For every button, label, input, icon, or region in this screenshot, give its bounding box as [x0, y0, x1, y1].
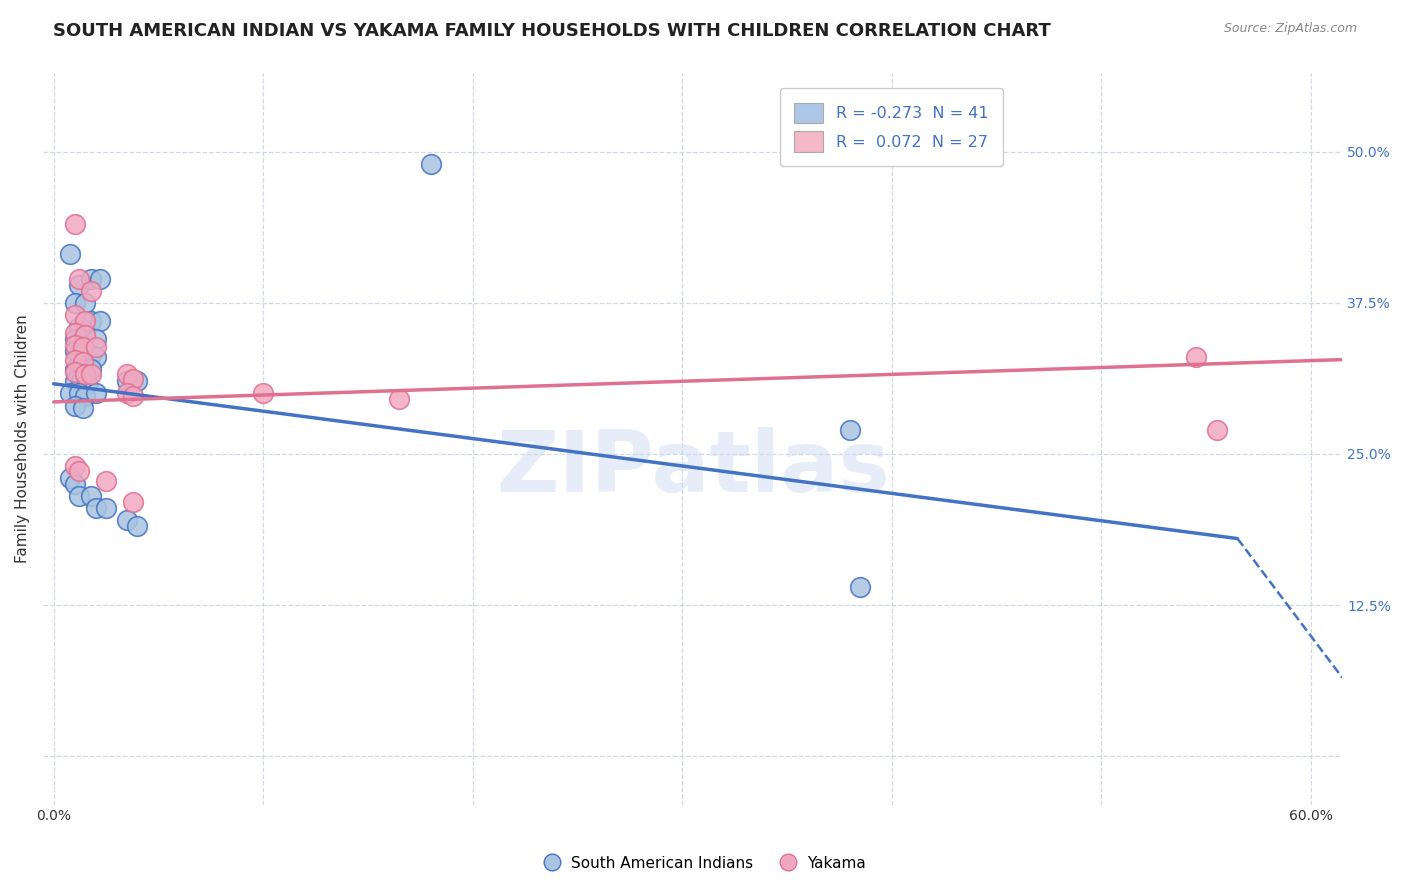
- Point: [1205, 423, 1227, 437]
- Point: [84, 341, 107, 355]
- Point: [1184, 350, 1206, 364]
- Point: [80, 271, 103, 285]
- Point: [89, 314, 111, 328]
- Point: [84, 501, 107, 516]
- Point: [75, 328, 97, 343]
- Point: [63, 375, 86, 389]
- Point: [80, 489, 103, 503]
- Point: [115, 386, 138, 401]
- Point: [63, 344, 86, 359]
- Point: [94, 501, 117, 516]
- Y-axis label: Family Households with Children: Family Households with Children: [15, 314, 30, 563]
- Point: [63, 295, 86, 310]
- Point: [388, 392, 411, 407]
- Point: [63, 332, 86, 346]
- Point: [63, 217, 86, 231]
- Point: [84, 350, 107, 364]
- Point: [72, 362, 94, 376]
- Point: [59, 471, 82, 485]
- Point: [72, 401, 94, 415]
- Point: [80, 362, 103, 376]
- Point: [80, 284, 103, 298]
- Point: [122, 495, 145, 509]
- Point: [67, 489, 90, 503]
- Point: [70, 375, 93, 389]
- Point: [67, 464, 90, 478]
- Text: SOUTH AMERICAN INDIAN VS YAKAMA FAMILY HOUSEHOLDS WITH CHILDREN CORRELATION CHAR: SOUTH AMERICAN INDIAN VS YAKAMA FAMILY H…: [53, 22, 1052, 40]
- Point: [94, 474, 117, 488]
- Point: [84, 386, 107, 401]
- Point: [63, 326, 86, 340]
- Point: [849, 580, 872, 594]
- Point: [72, 341, 94, 355]
- Point: [63, 308, 86, 322]
- Point: [80, 314, 103, 328]
- Point: [80, 348, 103, 362]
- Point: [59, 247, 82, 261]
- Point: [67, 320, 90, 334]
- Point: [75, 295, 97, 310]
- Point: [59, 386, 82, 401]
- Point: [63, 399, 86, 413]
- Point: [115, 367, 138, 381]
- Point: [63, 365, 86, 379]
- Point: [115, 513, 138, 527]
- Point: [63, 362, 86, 376]
- Point: [84, 332, 107, 346]
- Point: [75, 367, 97, 381]
- Point: [75, 314, 97, 328]
- Point: [127, 375, 149, 389]
- Point: [63, 458, 86, 473]
- Point: [63, 338, 86, 352]
- Point: [115, 375, 138, 389]
- Point: [127, 519, 149, 533]
- Point: [67, 386, 90, 401]
- Point: [76, 376, 98, 391]
- Point: [419, 156, 441, 170]
- Point: [122, 389, 145, 403]
- Point: [252, 386, 274, 401]
- Point: [75, 328, 97, 343]
- Point: [67, 271, 90, 285]
- Legend: South American Indians, Yakama: South American Indians, Yakama: [534, 849, 872, 877]
- Legend: R = -0.273  N = 41, R =  0.072  N = 27: R = -0.273 N = 41, R = 0.072 N = 27: [780, 88, 1002, 166]
- Text: Source: ZipAtlas.com: Source: ZipAtlas.com: [1223, 22, 1357, 36]
- Point: [63, 352, 86, 367]
- Point: [75, 389, 97, 403]
- Point: [67, 277, 90, 292]
- Point: [80, 367, 103, 381]
- Point: [122, 372, 145, 386]
- Point: [838, 423, 860, 437]
- Point: [72, 355, 94, 369]
- Point: [63, 477, 86, 491]
- Text: ZIPatlas: ZIPatlas: [496, 426, 890, 509]
- Point: [75, 344, 97, 359]
- Point: [89, 271, 111, 285]
